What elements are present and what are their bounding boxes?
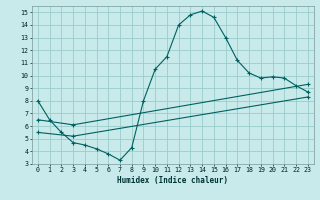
X-axis label: Humidex (Indice chaleur): Humidex (Indice chaleur) [117, 176, 228, 185]
